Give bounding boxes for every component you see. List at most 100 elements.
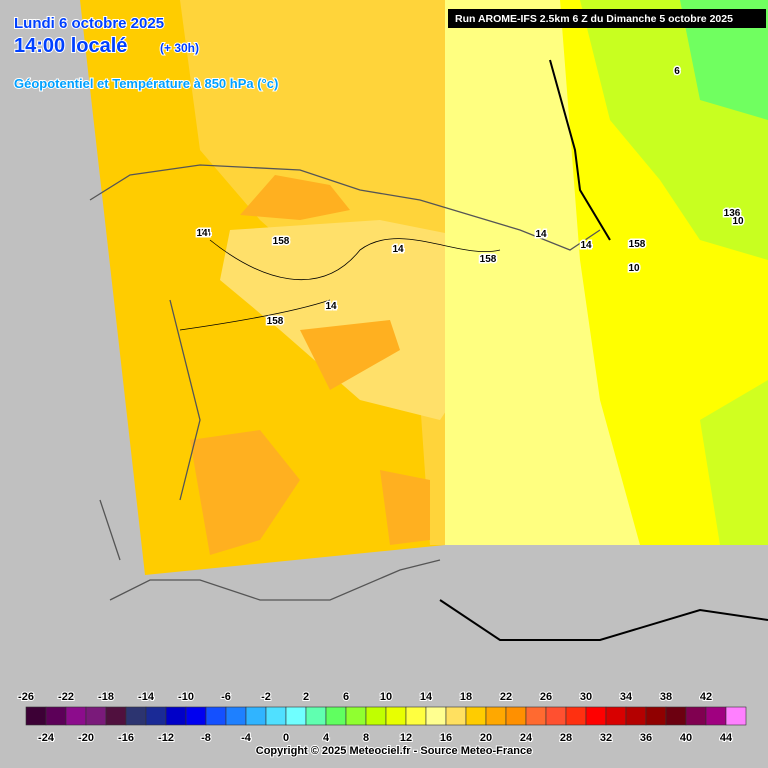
legend-swatch bbox=[425, 706, 447, 726]
legend-swatch bbox=[165, 706, 187, 726]
legend-swatch bbox=[505, 706, 527, 726]
legend-tick-label: 2 bbox=[303, 691, 309, 703]
contour-label: 158 bbox=[480, 254, 497, 265]
contour-label: 10 bbox=[732, 216, 744, 227]
mid-zone bbox=[180, 0, 445, 545]
legend-swatch bbox=[565, 706, 587, 726]
legend-tick-label: -22 bbox=[58, 691, 74, 703]
legend-swatch bbox=[325, 706, 347, 726]
legend-swatch bbox=[265, 706, 287, 726]
contour-label: 14 bbox=[580, 240, 592, 251]
legend-tick-label: 30 bbox=[580, 691, 592, 703]
coastline bbox=[439, 59, 768, 641]
field: Géopotentiel et Température à 850 hPa (°… bbox=[14, 76, 278, 91]
legend-swatch bbox=[85, 706, 107, 726]
coastline bbox=[89, 164, 601, 601]
offset: (+ 30h) bbox=[160, 41, 199, 55]
legend-swatch bbox=[245, 706, 267, 726]
legend-swatch bbox=[145, 706, 167, 726]
legend-swatch bbox=[645, 706, 667, 726]
hot-spot bbox=[300, 320, 400, 390]
run-box bbox=[448, 9, 766, 28]
legend-swatch bbox=[305, 706, 327, 726]
legend-swatch bbox=[625, 706, 647, 726]
legend-swatch bbox=[285, 706, 307, 726]
legend-swatch bbox=[585, 706, 607, 726]
legend-swatch bbox=[685, 706, 707, 726]
legend-swatch bbox=[125, 706, 147, 726]
legend-tick-label: -2 bbox=[261, 691, 271, 703]
legend-swatch bbox=[665, 706, 687, 726]
contour-label: 136 bbox=[724, 208, 741, 219]
legend-tick-label: -26 bbox=[18, 691, 34, 703]
copyright: Copyright © 2025 Meteociel.fr - Source M… bbox=[256, 745, 532, 757]
legend-tick-label: -18 bbox=[98, 691, 114, 703]
isotherm bbox=[179, 238, 501, 331]
hot-spot bbox=[240, 175, 350, 220]
date: Lundi 6 octobre 2025 bbox=[14, 15, 164, 32]
legend-swatch bbox=[725, 706, 747, 726]
legend-tick-label: 8 bbox=[363, 732, 369, 744]
legend-tick-label: 24 bbox=[520, 732, 533, 744]
legend-tick-label: -12 bbox=[158, 732, 174, 744]
legend-swatch bbox=[45, 706, 67, 726]
legend-swatch bbox=[705, 706, 727, 726]
legend-tick-label: 40 bbox=[680, 732, 692, 744]
legend-tick-label: 38 bbox=[660, 691, 672, 703]
run: Run AROME-IFS 2.5km 6 Z du Dimanche 5 oc… bbox=[455, 13, 733, 25]
contour-label: 14 bbox=[199, 228, 211, 239]
contour-label: 14 bbox=[392, 244, 404, 255]
contour-label: 14 bbox=[325, 301, 337, 312]
legend-tick-label: 4 bbox=[323, 732, 330, 744]
legend-swatch bbox=[605, 706, 627, 726]
legend-tick-label: 32 bbox=[600, 732, 612, 744]
contour-label: 6 bbox=[674, 66, 680, 77]
hot-spot bbox=[190, 430, 300, 555]
legend-tick-label: -16 bbox=[118, 732, 134, 744]
legend-tick-label: -14 bbox=[138, 691, 155, 703]
legend-swatch bbox=[525, 706, 547, 726]
legend-tick-label: 10 bbox=[380, 691, 392, 703]
legend-tick-label: 16 bbox=[440, 732, 452, 744]
contour-label: 14 bbox=[535, 229, 547, 240]
legend-tick-label: -20 bbox=[78, 732, 94, 744]
legend-swatch bbox=[205, 706, 227, 726]
legend-tick-label: 12 bbox=[400, 732, 412, 744]
legend-tick-label: 36 bbox=[640, 732, 652, 744]
legend-swatch bbox=[365, 706, 387, 726]
hot-spot bbox=[380, 470, 430, 545]
legend-tick-label: 34 bbox=[620, 691, 633, 703]
time: 14:00 localé bbox=[14, 35, 127, 57]
legend-swatch bbox=[545, 706, 567, 726]
legend-swatch bbox=[465, 706, 487, 726]
cooler-zone bbox=[700, 380, 768, 545]
legend-swatch bbox=[25, 706, 47, 726]
legend-tick-label: 20 bbox=[480, 732, 492, 744]
cold-zone bbox=[680, 0, 768, 120]
legend-tick-label: 26 bbox=[540, 691, 552, 703]
legend-tick-label: 18 bbox=[460, 691, 472, 703]
contour-label: 158 bbox=[273, 236, 290, 247]
legend-tick-label: 28 bbox=[560, 732, 572, 744]
contour-label: 10 bbox=[628, 263, 640, 274]
legend-tick-label: 42 bbox=[700, 691, 712, 703]
legend-tick-label: 0 bbox=[283, 732, 289, 744]
legend-tick-label: 44 bbox=[720, 732, 733, 744]
legend-tick-label: -8 bbox=[201, 732, 211, 744]
contour-label: 14 bbox=[196, 228, 208, 239]
legend-swatch bbox=[445, 706, 467, 726]
legend-swatch bbox=[225, 706, 247, 726]
legend-tick-label: -4 bbox=[241, 732, 252, 744]
legend-tick-label: -10 bbox=[178, 691, 194, 703]
legend-swatch bbox=[345, 706, 367, 726]
legend-swatch bbox=[385, 706, 407, 726]
legend-tick-label: -6 bbox=[221, 691, 231, 703]
plateau-zone bbox=[220, 220, 500, 420]
legend-swatch bbox=[405, 706, 427, 726]
contour-label: 158 bbox=[629, 239, 646, 250]
legend-swatch bbox=[105, 706, 127, 726]
legend-tick-label: -24 bbox=[38, 732, 55, 744]
legend-tick-label: 6 bbox=[343, 691, 349, 703]
contour-label: 158 bbox=[267, 316, 284, 327]
